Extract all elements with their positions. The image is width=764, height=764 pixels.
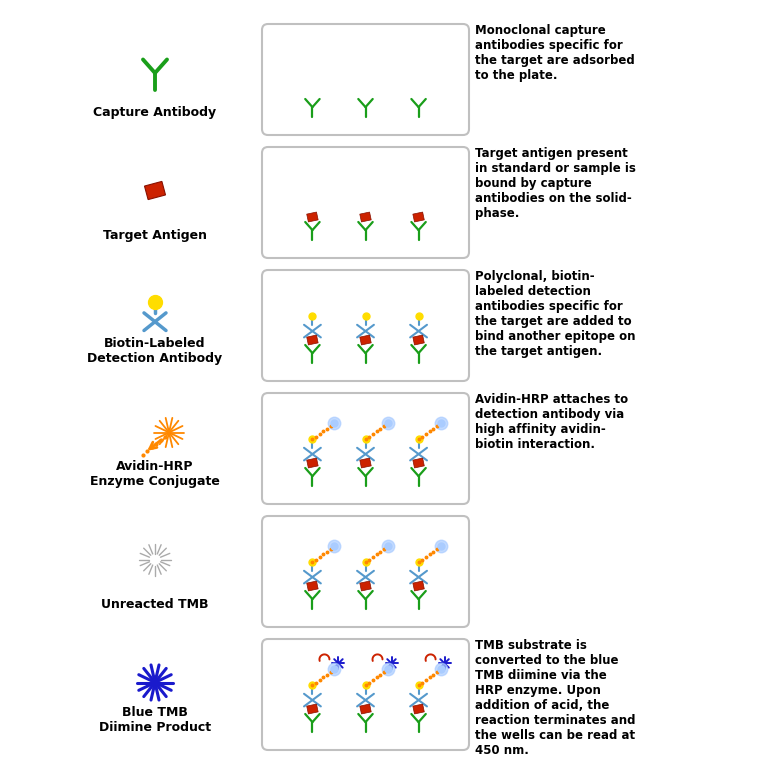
- Bar: [306, 458, 318, 468]
- Bar: [413, 212, 424, 222]
- Bar: [306, 704, 318, 714]
- FancyBboxPatch shape: [262, 516, 469, 627]
- Text: Target Antigen: Target Antigen: [103, 229, 207, 242]
- Bar: [413, 335, 424, 345]
- Bar: [306, 212, 318, 222]
- Text: Avidin-HRP
Enzyme Conjugate: Avidin-HRP Enzyme Conjugate: [90, 460, 220, 488]
- Text: Monoclonal capture
antibodies specific for
the target are adsorbed
to the plate.: Monoclonal capture antibodies specific f…: [475, 24, 635, 82]
- Text: Target antigen present
in standard or sample is
bound by capture
antibodies on t: Target antigen present in standard or sa…: [475, 147, 636, 220]
- Text: Capture Antibody: Capture Antibody: [93, 106, 216, 119]
- Bar: [360, 458, 371, 468]
- Text: Polyclonal, biotin-
labeled detection
antibodies specific for
the target are add: Polyclonal, biotin- labeled detection an…: [475, 270, 636, 358]
- Bar: [360, 704, 371, 714]
- Bar: [360, 581, 371, 591]
- FancyBboxPatch shape: [262, 639, 469, 750]
- Bar: [360, 212, 371, 222]
- Bar: [306, 335, 318, 345]
- FancyBboxPatch shape: [262, 393, 469, 504]
- Bar: [144, 181, 166, 199]
- Text: Avidin-HRP attaches to
detection antibody via
high affinity avidin-
biotin inter: Avidin-HRP attaches to detection antibod…: [475, 393, 628, 451]
- Text: TMB substrate is
converted to the blue
TMB diimine via the
HRP enzyme. Upon
addi: TMB substrate is converted to the blue T…: [475, 639, 636, 757]
- Text: Unreacted TMB: Unreacted TMB: [102, 598, 209, 611]
- Text: Blue TMB
Diimine Product: Blue TMB Diimine Product: [99, 706, 211, 734]
- FancyBboxPatch shape: [262, 270, 469, 381]
- Bar: [413, 581, 424, 591]
- Bar: [360, 335, 371, 345]
- Text: Biotin-Labeled
Detection Antibody: Biotin-Labeled Detection Antibody: [87, 337, 222, 365]
- FancyBboxPatch shape: [262, 147, 469, 258]
- Bar: [306, 581, 318, 591]
- FancyBboxPatch shape: [262, 24, 469, 135]
- Bar: [413, 458, 424, 468]
- Bar: [413, 704, 424, 714]
